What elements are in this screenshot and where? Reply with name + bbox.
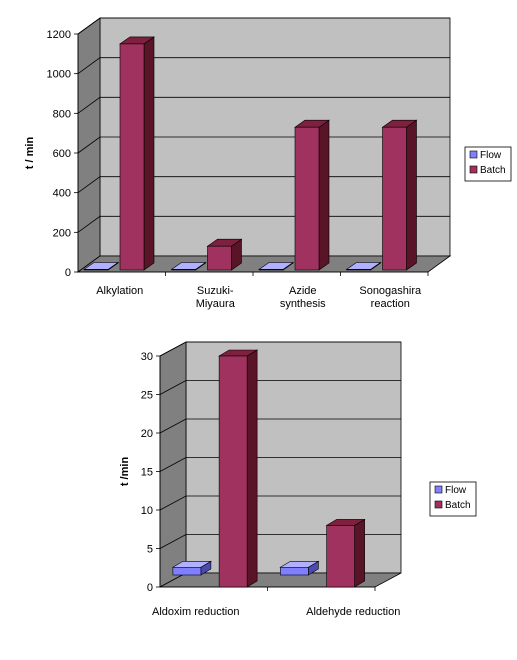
bar-flow: [83, 269, 109, 271]
y-tick-label: 600: [53, 148, 71, 160]
legend-label-batch: Batch: [445, 500, 471, 511]
y-tick-label: 10: [141, 505, 153, 517]
bar-batch: [207, 245, 232, 271]
y-tick-label: 800: [53, 108, 71, 120]
bar-batch: [218, 355, 248, 588]
gridline: [159, 380, 401, 395]
chart-1: 0 200 400 600 800 1000 1200 t / min Alkylation Su…: [24, 17, 512, 310]
bar-flow: [172, 566, 202, 576]
bar-batch: [294, 126, 320, 271]
bar-batch: [326, 525, 355, 588]
x-tick-label: Sonogashira: [359, 285, 422, 297]
bar-flow: [280, 566, 309, 576]
x-tick-label: synthesis: [280, 298, 326, 310]
bar-batch-side: [246, 349, 258, 588]
y-tick-label: 0: [147, 582, 153, 594]
gridline: [77, 57, 450, 74]
legend-swatch-flow: [434, 485, 443, 494]
bar-batch: [382, 126, 407, 271]
y-axis-label: t / min: [24, 137, 36, 170]
gridline: [159, 418, 401, 434]
x-tick-label: Miyaura: [196, 298, 236, 310]
y-tick-label: 15: [141, 467, 153, 479]
gridline: [159, 457, 401, 472]
y-tick-label: 0: [65, 267, 71, 279]
bar-flow: [258, 269, 284, 271]
bar-flow: [346, 269, 371, 271]
x-tick-label: Aldoxim reduction: [152, 606, 239, 618]
legend-label-flow: Flow: [445, 485, 467, 496]
bar-batch-side: [143, 36, 155, 271]
x-tick-label: Suzuki-: [197, 285, 234, 297]
gridline: [77, 17, 450, 35]
x-tick-label: Azide: [289, 285, 317, 297]
x-tick-label: reaction: [371, 298, 410, 310]
legend-label-flow: Flow: [480, 150, 502, 161]
legend-swatch-batch: [434, 500, 443, 509]
y-tick-label: 20: [141, 428, 153, 440]
y-tick-label: 1000: [47, 69, 71, 81]
legend-swatch-flow: [469, 150, 478, 159]
bar-batch: [119, 43, 145, 271]
y-tick-label: 30: [141, 351, 153, 363]
legend-label-batch: Batch: [480, 165, 506, 176]
gridline: [77, 96, 450, 114]
y-tick-label: 1200: [47, 29, 71, 41]
bar-batch-side: [354, 518, 365, 588]
x-tick-label: Alkylation: [96, 285, 143, 297]
x-tick-label: Aldehyde reduction: [306, 606, 400, 618]
gridline: [159, 495, 401, 511]
y-tick-label: 25: [141, 390, 153, 402]
gridline: [159, 341, 401, 357]
bar-batch-side: [406, 119, 417, 271]
y-axis-label: t /min: [119, 457, 131, 487]
legend-swatch-batch: [469, 165, 478, 174]
bar-flow: [171, 269, 196, 271]
gridline: [77, 136, 450, 154]
y-tick-label: 5: [147, 544, 153, 556]
bar-batch-side: [318, 119, 330, 271]
chart-2: 0 5 10 15 20 25 30 t /min Aldoxim reduction Aldeh…: [119, 341, 477, 618]
y-tick-label: 400: [53, 188, 71, 200]
gridline: [77, 176, 450, 193]
gridline: [77, 215, 450, 233]
y-tick-label: 200: [53, 227, 71, 239]
